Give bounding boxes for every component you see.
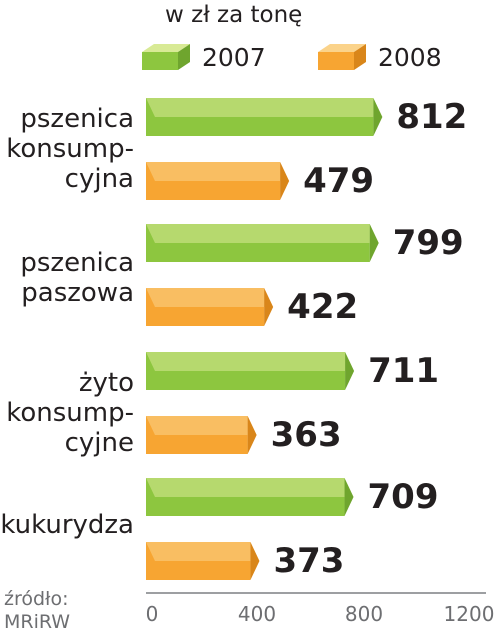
- category-label-pszenica-paszowa: pszenica paszowa: [20, 248, 134, 308]
- value-label-pszenica-konsumpcyjna-2008: 479: [303, 161, 375, 201]
- x-tick-0: 0: [145, 602, 159, 626]
- value-label-pszenica-paszowa-2008: 422: [287, 287, 359, 327]
- category-label-zyto-konsumpcyjne: żyto konsump- cyjne: [6, 368, 134, 458]
- legend-swatch-2007: [142, 44, 190, 70]
- value-label-zyto-konsumpcyjne-2007: 711: [368, 351, 440, 391]
- x-axis-line: [146, 592, 486, 594]
- bar-pszenica-paszowa-2008: [146, 288, 274, 326]
- value-label-pszenica-konsumpcyjna-2007: 812: [396, 97, 468, 137]
- x-tick-1200: 1200: [443, 602, 495, 626]
- value-label-pszenica-paszowa-2007: 799: [392, 223, 464, 263]
- value-label-kukurydza-2007: 709: [367, 477, 439, 517]
- bar-pszenica-konsumpcyjna-2008: [146, 162, 290, 200]
- x-tick-800: 800: [344, 602, 384, 626]
- bar-pszenica-konsumpcyjna-2007: [146, 98, 383, 136]
- legend-swatch-2008: [318, 44, 366, 70]
- category-label-kukurydza: kukurydza: [0, 510, 134, 540]
- category-label-pszenica-konsumpcyjna: pszenica konsump- cyjna: [6, 104, 134, 194]
- value-label-kukurydza-2008: 373: [273, 541, 345, 581]
- unit-label: w zł za tonę: [165, 2, 303, 28]
- source-note: źródło: MRiRW: [4, 588, 71, 633]
- bar-pszenica-paszowa-2007: [146, 224, 379, 262]
- bar-zyto-konsumpcyjne-2007: [146, 352, 355, 390]
- x-tick-400: 400: [237, 602, 277, 626]
- bar-kukurydza-2008: [146, 542, 260, 580]
- legend-label-2008: 2008: [378, 42, 442, 72]
- bar-kukurydza-2007: [146, 478, 354, 516]
- bar-zyto-konsumpcyjne-2008: [146, 416, 257, 454]
- legend-item-2008: 2008: [316, 40, 442, 74]
- legend-item-2007: 2007: [140, 40, 266, 74]
- legend-label-2007: 2007: [202, 42, 266, 72]
- value-label-zyto-konsumpcyjne-2008: 363: [270, 415, 342, 455]
